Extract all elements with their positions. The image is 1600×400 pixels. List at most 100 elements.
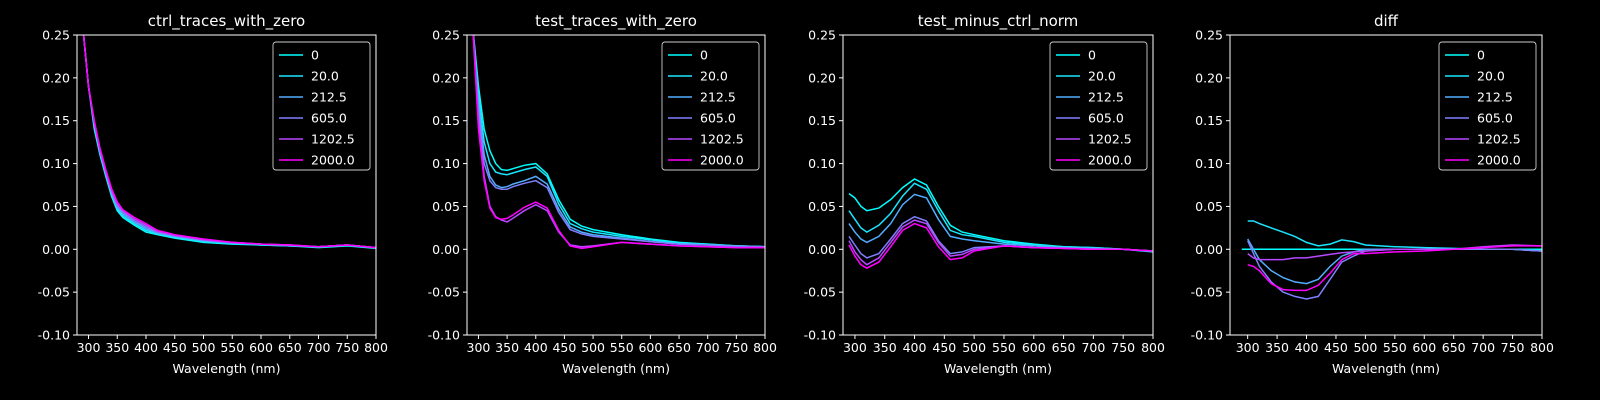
y-tick-label: 0.00 bbox=[1195, 242, 1223, 257]
x-tick-label: 450 bbox=[1324, 340, 1348, 355]
legend-label: 1202.5 bbox=[700, 132, 744, 147]
series-line-2000-0 bbox=[82, 35, 376, 249]
y-tick-label: 0.00 bbox=[808, 242, 836, 257]
x-tick-label: 750 bbox=[1111, 340, 1135, 355]
series-line-20-0 bbox=[472, 35, 765, 248]
legend-label: 0 bbox=[700, 48, 708, 63]
y-tick-label: 0.05 bbox=[42, 199, 70, 214]
legend-label: 20.0 bbox=[311, 69, 339, 84]
x-tick-label: 800 bbox=[753, 340, 777, 355]
y-tick-label: 0.05 bbox=[432, 199, 460, 214]
y-tick-label: 0.20 bbox=[42, 70, 70, 85]
x-tick-label: 350 bbox=[1265, 340, 1289, 355]
y-tick-label: 0.15 bbox=[432, 113, 460, 128]
y-tick-label: -0.05 bbox=[428, 285, 460, 300]
x-tick-label: 750 bbox=[335, 340, 359, 355]
x-tick-label: 750 bbox=[1501, 340, 1525, 355]
x-tick-label: 500 bbox=[192, 340, 216, 355]
series-line-605-0 bbox=[472, 35, 765, 248]
legend-label: 605.0 bbox=[700, 111, 736, 126]
legend-label: 2000.0 bbox=[311, 153, 355, 168]
legend: 0 20.0 212.5 605.0 1202.5 2000.0 bbox=[272, 41, 371, 171]
legend-label: 212.5 bbox=[311, 90, 347, 105]
x-tick-label: 550 bbox=[1383, 340, 1407, 355]
series-line-212-5 bbox=[848, 193, 1153, 252]
legend-label: 2000.0 bbox=[1088, 153, 1132, 168]
legend: 0 20.0 212.5 605.0 1202.5 2000.0 bbox=[1438, 41, 1537, 171]
y-tick-label: 0.15 bbox=[808, 113, 836, 128]
chart-title: diff bbox=[1374, 12, 1399, 30]
legend-label: 212.5 bbox=[700, 90, 736, 105]
y-tick-label: 0.05 bbox=[1195, 199, 1223, 214]
y-tick-label: 0.15 bbox=[1195, 113, 1223, 128]
y-tick-label: 0.20 bbox=[432, 70, 460, 85]
legend-box bbox=[1438, 41, 1537, 171]
legend-box bbox=[1049, 41, 1148, 171]
y-tick-label: 0.20 bbox=[1195, 70, 1223, 85]
chart-panel-1: 300 350 400 450 500 550 600 650 700 750 800 -0.10 -0… bbox=[38, 12, 388, 376]
x-tick-label: 400 bbox=[903, 340, 927, 355]
x-tick-label: 300 bbox=[467, 340, 491, 355]
y-tick-label: 0.00 bbox=[42, 242, 70, 257]
legend-label: 605.0 bbox=[1088, 111, 1124, 126]
legend-label: 605.0 bbox=[1477, 111, 1513, 126]
legend-label: 0 bbox=[1477, 48, 1485, 63]
x-tick-label: 350 bbox=[105, 340, 129, 355]
y-tick-label: 0.25 bbox=[808, 28, 836, 43]
legend-label: 20.0 bbox=[1477, 69, 1505, 84]
series-line-2000-0 bbox=[1247, 245, 1542, 292]
y-tick-label: 0.10 bbox=[1195, 156, 1223, 171]
y-tick-label: 0.10 bbox=[42, 156, 70, 171]
x-tick-label: 550 bbox=[220, 340, 244, 355]
x-tick-label: 600 bbox=[1022, 340, 1046, 355]
chart-panel-2: 300 350 400 450 500 550 600 650 700 750 800 -0.10 -0… bbox=[428, 12, 777, 376]
x-tick-label: 650 bbox=[667, 340, 691, 355]
x-tick-label: 650 bbox=[278, 340, 302, 355]
legend-label: 1202.5 bbox=[1477, 132, 1521, 147]
y-tick-label: -0.10 bbox=[38, 328, 70, 343]
legend-label: 0 bbox=[311, 48, 319, 63]
x-tick-label: 550 bbox=[610, 340, 634, 355]
legend-label: 212.5 bbox=[1477, 90, 1513, 105]
x-axis-label: Wavelength (nm) bbox=[562, 361, 670, 376]
x-tick-label: 650 bbox=[1442, 340, 1466, 355]
legend-label: 20.0 bbox=[1088, 69, 1116, 84]
y-tick-label: 0.20 bbox=[808, 70, 836, 85]
x-tick-label: 400 bbox=[134, 340, 158, 355]
legend-box bbox=[272, 41, 371, 171]
y-tick-label: 0.05 bbox=[808, 199, 836, 214]
y-tick-label: 0.00 bbox=[432, 242, 460, 257]
x-tick-label: 600 bbox=[1412, 340, 1436, 355]
x-tick-label: 300 bbox=[1236, 340, 1260, 355]
legend-label: 20.0 bbox=[700, 69, 728, 84]
legend-label: 605.0 bbox=[311, 111, 347, 126]
series-line-2000-0 bbox=[472, 35, 765, 250]
x-tick-label: 700 bbox=[1471, 340, 1495, 355]
x-tick-label: 750 bbox=[724, 340, 748, 355]
x-tick-label: 500 bbox=[581, 340, 605, 355]
y-tick-label: -0.05 bbox=[38, 285, 70, 300]
series-line-20-0 bbox=[848, 182, 1153, 252]
axes-frame bbox=[842, 34, 1154, 336]
x-tick-label: 700 bbox=[307, 340, 331, 355]
legend-label: 2000.0 bbox=[700, 153, 744, 168]
x-tick-label: 600 bbox=[638, 340, 662, 355]
chart-panel-4: 300 350 400 450 500 550 600 650 700 750 800 -0.10 -0… bbox=[1191, 12, 1554, 376]
y-tick-label: -0.05 bbox=[1191, 285, 1223, 300]
axes-frame bbox=[76, 34, 377, 336]
x-tick-label: 450 bbox=[552, 340, 576, 355]
y-tick-label: 0.10 bbox=[808, 156, 836, 171]
y-tick-label: 0.25 bbox=[432, 28, 460, 43]
x-tick-label: 500 bbox=[962, 340, 986, 355]
x-tick-label: 400 bbox=[1295, 340, 1319, 355]
legend-label: 1202.5 bbox=[311, 132, 355, 147]
x-tick-label: 800 bbox=[364, 340, 388, 355]
chart-title: test_minus_ctrl_norm bbox=[918, 12, 1079, 31]
x-tick-label: 700 bbox=[696, 340, 720, 355]
x-tick-label: 500 bbox=[1353, 340, 1377, 355]
legend: 0 20.0 212.5 605.0 1202.5 2000.0 bbox=[1049, 41, 1148, 171]
series-line-0 bbox=[472, 35, 765, 248]
chart-title: ctrl_traces_with_zero bbox=[148, 12, 305, 31]
